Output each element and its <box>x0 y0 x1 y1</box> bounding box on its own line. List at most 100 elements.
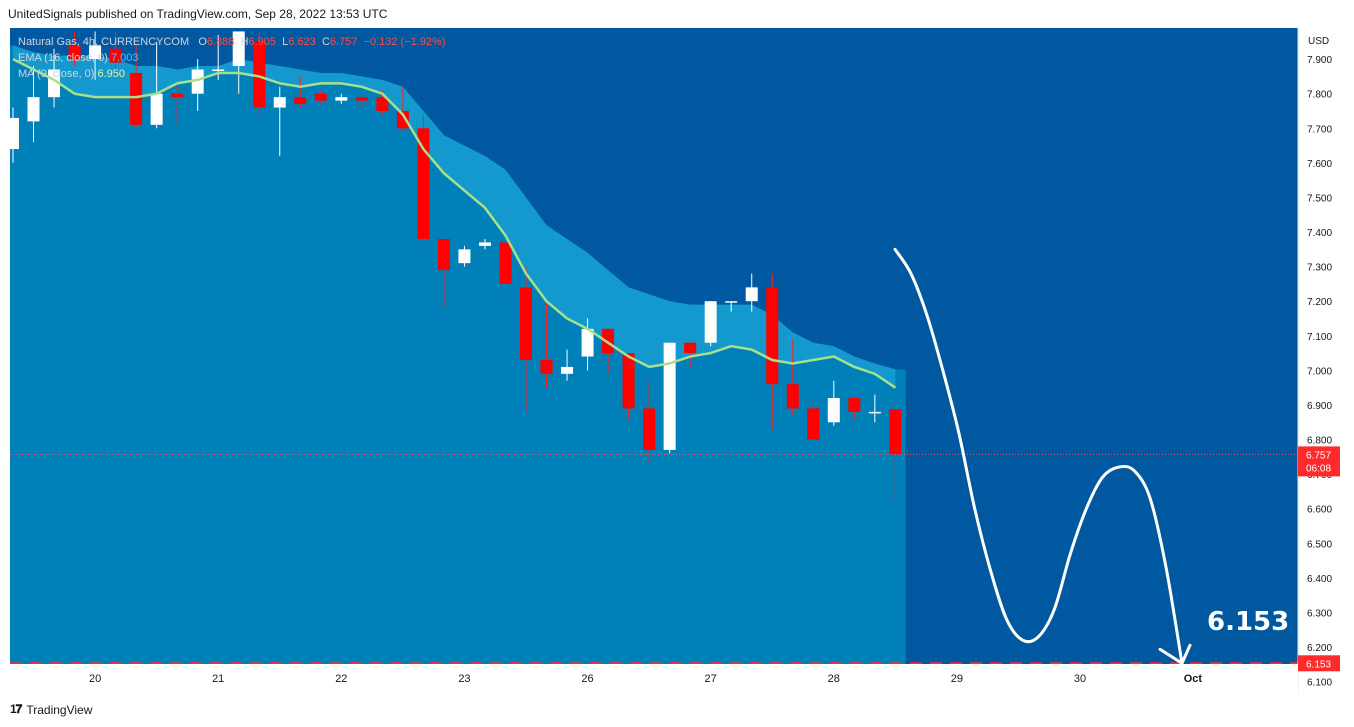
candle-body <box>396 111 409 129</box>
candle <box>663 342 676 454</box>
candle <box>745 273 758 312</box>
candle-body <box>561 366 574 374</box>
candle-body <box>458 249 471 264</box>
bar-countdown: 06:08 <box>1306 463 1331 474</box>
legend-high-label: H <box>240 36 249 48</box>
y-tick-label: 6.500 <box>1307 539 1332 550</box>
legend-high-value: 6.905 <box>248 36 277 48</box>
area-fill-layer <box>10 45 906 664</box>
candle <box>643 380 656 464</box>
candle <box>704 301 717 347</box>
candle-body <box>171 93 184 98</box>
candle <box>89 31 102 80</box>
candle <box>68 31 81 67</box>
y-tick-label: 7.400 <box>1307 228 1332 239</box>
candle <box>684 342 697 367</box>
candle <box>602 328 615 374</box>
legend-symbol: Natural Gas, 4h, CURRENCYCOM <box>18 36 190 48</box>
candle <box>253 31 266 115</box>
legend-ohlc-row: Natural Gas, 4h, CURRENCYCOM O6.888 H6.9… <box>18 34 446 50</box>
candle-body <box>581 328 594 357</box>
x-tick-label: 26 <box>581 673 593 685</box>
currency-label: USD <box>1308 36 1329 47</box>
candle-body <box>232 31 245 67</box>
candle <box>807 401 820 440</box>
candle <box>478 238 491 250</box>
y-tick-label: 7.000 <box>1307 366 1332 377</box>
candle-body <box>499 242 512 284</box>
candle <box>171 83 184 125</box>
candle-body <box>130 72 143 125</box>
x-tick-label: 22 <box>335 673 347 685</box>
candle-body <box>766 287 779 385</box>
legend-ema-value: 7.003 <box>110 52 139 64</box>
candle <box>191 59 204 111</box>
candle-body <box>417 128 430 239</box>
candle <box>458 245 471 267</box>
candle-body <box>7 117 19 150</box>
y-tick-label: 6.600 <box>1307 505 1332 516</box>
x-tick-label: 30 <box>1074 673 1086 685</box>
current-price-badge <box>1298 446 1340 477</box>
target-value-label: 6.153 <box>1207 607 1289 637</box>
tradingview-brand: TradingView <box>26 702 93 717</box>
ema-area-fill <box>10 45 906 664</box>
candle <box>294 76 307 108</box>
candle <box>868 394 881 423</box>
candle <box>561 349 574 381</box>
legend-ma-row[interactable]: MA (9, close, 0) 6.950 <box>18 66 446 82</box>
candle <box>827 380 840 426</box>
candle <box>622 353 635 419</box>
candle-body <box>273 97 286 108</box>
candle-body <box>335 97 348 101</box>
candle <box>335 93 348 105</box>
candle <box>581 318 594 371</box>
candle-body <box>48 69 61 98</box>
legend-low-value: 6.623 <box>288 36 316 48</box>
candle-body <box>663 342 676 450</box>
candle <box>725 301 738 312</box>
candle-body <box>109 48 122 63</box>
time-axis-background <box>10 664 1298 692</box>
candle <box>396 86 409 132</box>
x-tick-label: 23 <box>458 673 470 685</box>
y-tick-label: 7.300 <box>1307 263 1332 274</box>
price-axis-background <box>1298 28 1354 692</box>
candle <box>48 48 61 108</box>
ema-ma-band <box>13 45 896 388</box>
candle-body <box>889 409 902 455</box>
legend-open-label: O <box>198 36 207 48</box>
candle-body <box>520 287 532 360</box>
tradingview-logo-icon: 1𝟕 <box>10 702 22 716</box>
candle-body <box>540 360 553 374</box>
candle-body <box>868 411 881 414</box>
legend-ma-label: MA (9, close, 0) <box>18 68 95 80</box>
candle-body <box>355 97 368 101</box>
candle-body <box>253 41 266 108</box>
projection-arrowhead <box>1158 643 1192 665</box>
candle <box>786 339 799 416</box>
candle-body <box>745 287 758 302</box>
candle-body <box>89 45 102 60</box>
candle <box>7 107 19 163</box>
y-tick-label: 6.400 <box>1307 574 1332 585</box>
legend-ema-label: EMA (16, close, 0) <box>18 52 108 64</box>
legend-close-value: 6.757 <box>329 36 358 48</box>
candle <box>27 66 40 143</box>
y-tick-label: 7.500 <box>1307 193 1332 204</box>
candle <box>130 45 143 129</box>
candle <box>499 238 512 298</box>
candle <box>540 301 553 388</box>
candle-body <box>807 408 820 440</box>
candle-body <box>314 93 327 101</box>
target-price-value: 6.153 <box>1306 659 1331 670</box>
current-price-value: 6.757 <box>1306 450 1331 461</box>
candle-body <box>376 97 389 111</box>
legend-ema-row[interactable]: EMA (16, close, 0) 7.003 <box>18 50 446 66</box>
legend-ma-value: 6.950 <box>97 68 126 80</box>
candle-body <box>643 408 656 450</box>
candle-body <box>212 69 225 71</box>
tradingview-logo[interactable]: 1𝟕 TradingView <box>10 702 92 717</box>
y-tick-label: 7.600 <box>1307 159 1332 170</box>
